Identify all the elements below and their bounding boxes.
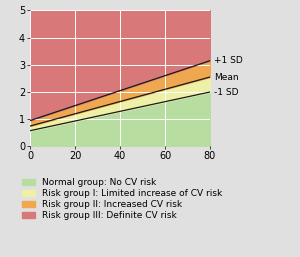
Text: +1 SD: +1 SD xyxy=(214,56,243,65)
Text: -1 SD: -1 SD xyxy=(214,87,239,97)
Text: Mean: Mean xyxy=(214,72,239,81)
Legend: Normal group: No CV risk, Risk group I: Limited increase of CV risk, Risk group : Normal group: No CV risk, Risk group I: … xyxy=(22,178,222,220)
